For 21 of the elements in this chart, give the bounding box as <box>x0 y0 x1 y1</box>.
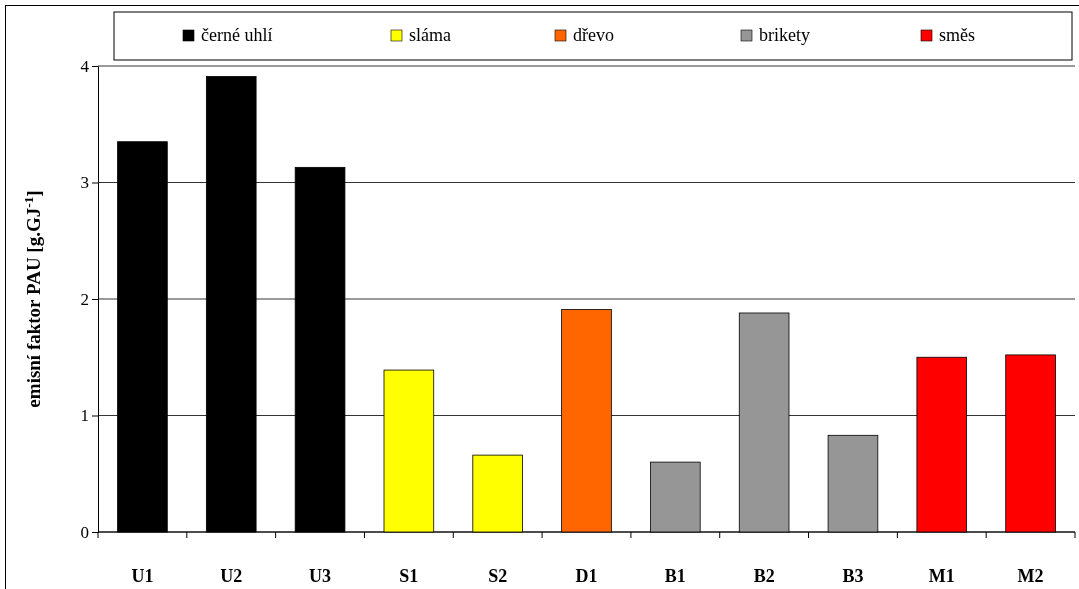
x-tick-label: U2 <box>220 566 243 586</box>
y-tick-label: 3 <box>80 173 89 193</box>
y-tick-label: 4 <box>80 56 90 76</box>
x-tick-label: S2 <box>488 566 508 586</box>
legend-label: dřevo <box>573 25 614 45</box>
legend-label: černé uhlí <box>201 25 273 45</box>
legend-label: směs <box>939 25 975 45</box>
y-tick-label: 2 <box>80 289 89 309</box>
x-tick-label: U1 <box>131 566 154 586</box>
x-tick-label: D1 <box>575 566 598 586</box>
x-tick-label: B2 <box>753 566 775 586</box>
x-tick-label: U3 <box>309 566 332 586</box>
legend-label: brikety <box>759 25 810 45</box>
x-tick-label: B1 <box>664 566 686 586</box>
x-tick-label: S1 <box>399 566 419 586</box>
x-tick-label: B3 <box>842 566 864 586</box>
y-tick-label: 0 <box>80 522 89 542</box>
x-tick-label: M2 <box>1017 566 1044 586</box>
legend-label: sláma <box>409 25 451 45</box>
x-tick-label: M1 <box>928 566 955 586</box>
y-tick-label: 1 <box>80 406 89 426</box>
